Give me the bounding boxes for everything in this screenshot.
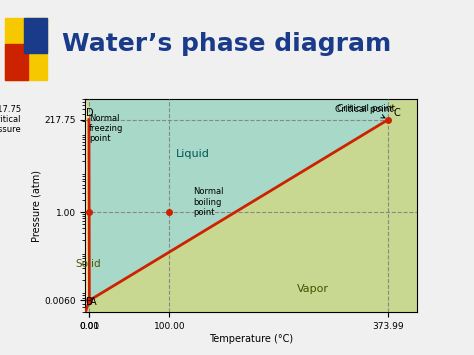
Polygon shape [89,99,388,300]
Text: Liquid: Liquid [176,149,210,159]
Text: 217.75
Critical
pressure: 217.75 Critical pressure [0,105,21,135]
Text: C: C [393,109,400,119]
Text: Normal
freezing
point: Normal freezing point [89,114,124,143]
Text: Critical point: Critical point [337,104,395,118]
Y-axis label: Pressure (atm): Pressure (atm) [31,170,41,242]
Polygon shape [85,99,89,312]
Text: Normal
boiling
point: Normal boiling point [193,187,224,217]
Bar [5,18,47,80]
Bar [24,18,47,53]
Text: Solid: Solid [75,259,100,269]
Text: Vapor: Vapor [297,284,329,294]
Text: D: D [85,109,93,119]
X-axis label: Temperature (°C): Temperature (°C) [209,334,293,344]
Text: Critical point: Critical point [335,105,393,114]
Text: Water’s phase diagram: Water’s phase diagram [62,32,391,56]
Text: B: B [86,297,93,307]
Bar [5,44,28,80]
Text: A: A [90,297,96,307]
